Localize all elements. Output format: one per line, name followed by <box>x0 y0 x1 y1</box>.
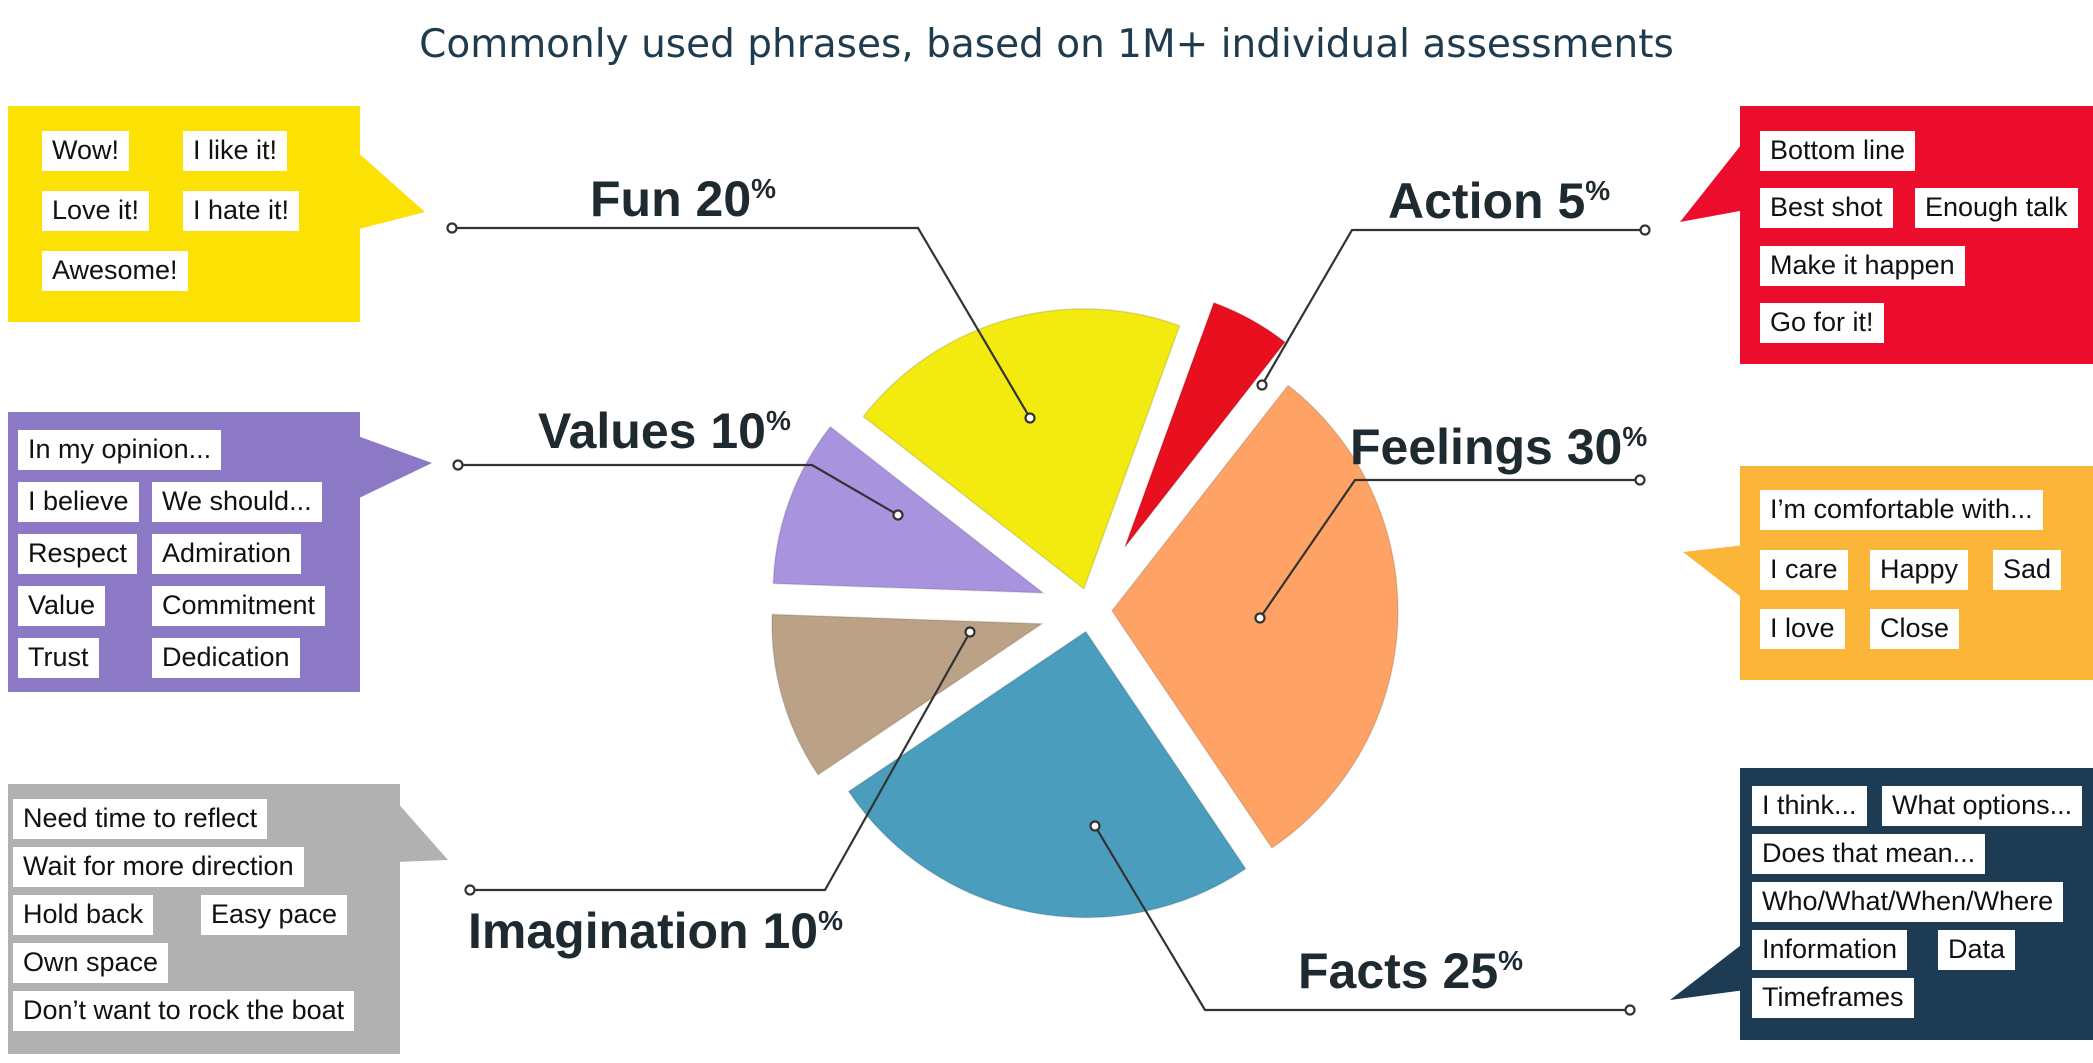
phrase-chip: Best shot <box>1760 188 1893 228</box>
phrase-chip: What options... <box>1882 786 2083 826</box>
phrase-chip: Awesome! <box>42 251 188 291</box>
phrase-chip: In my opinion... <box>18 430 222 470</box>
phrase-chip: Easy pace <box>201 895 348 935</box>
values-label: Values 10% <box>538 403 791 459</box>
feelings-label: Feelings 30% <box>1350 419 1647 475</box>
action-phrases-box: Bottom line Best shot Enough talk Make i… <box>1740 106 2093 364</box>
chart-title: Commonly used phrases, based on 1M+ indi… <box>419 22 1674 67</box>
phrase-chip: Sad <box>1993 550 2062 590</box>
facts-callout-tail <box>1670 942 1745 1000</box>
phrase-chip: Happy <box>1870 550 1969 590</box>
action-slice-dot <box>1256 379 1268 391</box>
phrase-chip: Commitment <box>152 586 326 626</box>
phrase-chip: Information <box>1752 930 1908 970</box>
phrase-chip: Respect <box>18 534 138 574</box>
phrase-chip: Own space <box>13 943 169 983</box>
phrase-chip: I love <box>1760 609 1845 649</box>
feelings-callout-tail <box>1683 545 1745 600</box>
imagination-slice-dot <box>964 626 976 638</box>
phrase-chip: Need time to reflect <box>13 799 268 839</box>
phrase-chip: Who/What/When/Where <box>1752 882 2064 922</box>
action-label: Action 5% <box>1388 173 1610 229</box>
imagination-leader-line <box>470 631 971 892</box>
phrase-chip: Value <box>18 586 106 626</box>
phrase-chip: Timeframes <box>1752 978 1914 1018</box>
phrase-chip: I care <box>1760 550 1848 590</box>
imagination-phrases-box: Need time to reflect Wait for more direc… <box>8 784 400 1054</box>
facts-slice-dot <box>1089 820 1101 832</box>
values-leader-line <box>458 463 899 516</box>
fun-callout-tail <box>355 150 425 230</box>
phrase-chip: Wait for more direction <box>13 847 304 887</box>
phrase-chip: I like it! <box>183 131 288 171</box>
phrase-chip: Hold back <box>13 895 154 935</box>
phrase-chip: Close <box>1870 609 1960 649</box>
fun-leader-line <box>452 226 1031 419</box>
phrase-chip: Wow! <box>42 131 130 171</box>
fun-label: Fun 20% <box>590 171 776 227</box>
phrase-chip: I think... <box>1752 786 1867 826</box>
values-callout-tail <box>355 435 432 500</box>
imagination-callout-tail <box>395 800 448 862</box>
fun-phrases-box: Wow! I like it! Love it! I hate it! Awes… <box>8 106 360 322</box>
action-leader-line <box>1261 228 1645 386</box>
phrase-chip: Does that mean... <box>1752 834 1986 874</box>
phrase-chip: I hate it! <box>183 191 300 231</box>
phrase-chip: Make it happen <box>1760 246 1965 286</box>
imagination-leader-end-dot <box>464 884 476 896</box>
phrase-chip: Enough talk <box>1915 188 2078 228</box>
fun-slice-dot <box>1024 412 1036 424</box>
facts-leader-line <box>1094 825 1630 1012</box>
action-callout-tail <box>1680 140 1745 222</box>
values-phrases-box: In my opinion... I believe We should... … <box>8 412 360 692</box>
phrase-chip: Go for it! <box>1760 303 1884 343</box>
phrase-chip: I’m comfortable with... <box>1760 490 2043 530</box>
feelings-leader-line <box>1259 478 1640 619</box>
phrase-chip: Admiration <box>152 534 302 574</box>
values-leader-end-dot <box>452 459 464 471</box>
fun-slice <box>862 308 1181 591</box>
values-slice-dot <box>892 509 904 521</box>
imagination-slice <box>771 613 1045 776</box>
feelings-slice-dot <box>1254 612 1266 624</box>
phrase-chip: I believe <box>18 482 139 522</box>
phrase-chip: Trust <box>18 638 99 678</box>
action-slice <box>1124 301 1287 548</box>
facts-phrases-box: I think... What options... Does that mea… <box>1740 768 2093 1040</box>
phrase-chip: Data <box>1938 930 2016 970</box>
imagination-label: Imagination 10% <box>468 903 843 959</box>
fun-leader-end-dot <box>446 222 458 234</box>
phrase-chip: Bottom line <box>1760 131 1916 171</box>
facts-leader-end-dot <box>1624 1004 1636 1016</box>
phrase-chip: Dedication <box>152 638 300 678</box>
action-leader-end-dot <box>1639 224 1651 236</box>
feelings-phrases-box: I’m comfortable with... I care Happy Sad… <box>1740 466 2093 680</box>
pie-slices <box>771 301 1399 919</box>
values-slice <box>772 425 1046 594</box>
facts-label: Facts 25% <box>1298 943 1523 999</box>
phrase-chip: Don’t want to rock the boat <box>13 991 355 1031</box>
feelings-leader-end-dot <box>1634 474 1646 486</box>
phrase-chip: We should... <box>152 482 322 522</box>
facts-slice <box>847 630 1247 919</box>
phrase-chip: Love it! <box>42 191 150 231</box>
